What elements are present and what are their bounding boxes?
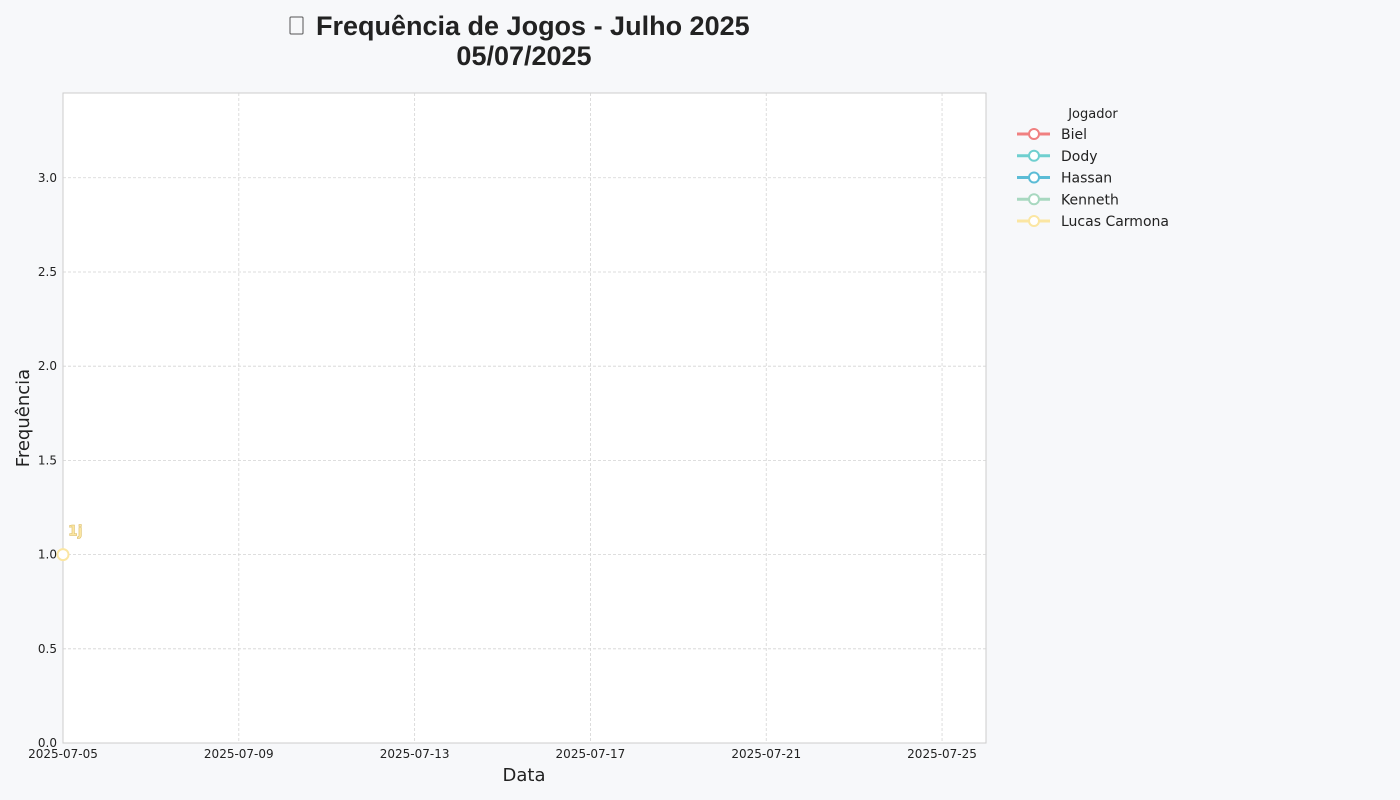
chart-title-line2: 05/07/2025 [456,41,591,71]
data-label: 1j [68,524,83,540]
x-axis-ticks: 2025-07-05 2025-07-09 2025-07-13 2025-07-17… [28,747,977,761]
legend-label: Kenneth [1061,192,1119,208]
legend-label: Dody [1061,149,1098,165]
x-tick-label: 2025-07-21 [731,747,801,761]
x-tick-label: 2025-07-25 [907,747,977,761]
series-layer: 1j [56,523,83,562]
chart-title: Frequência de Jogos - Julho 2025 05/07/2… [289,11,750,71]
plot-area [62,92,987,744]
legend-label: Biel [1061,127,1087,143]
grid [63,93,986,743]
legend-title: Jogador [1067,107,1118,122]
x-tick-label: 2025-07-09 [204,747,274,761]
legend-swatch-marker [1028,171,1040,184]
y-tick-label: 1.5 [38,453,57,467]
x-tick-label: 2025-07-17 [556,747,626,761]
x-tick-label: 2025-07-05 [28,747,98,761]
legend-swatch-marker [1028,193,1040,206]
y-tick-label: 3.0 [38,171,57,185]
y-tick-label: 1.0 [38,548,57,562]
legend-label: Lucas Carmona [1061,214,1169,230]
legend-item: Biel [1017,127,1087,143]
legend-swatch-marker [1028,149,1040,162]
y-tick-label: 2.0 [38,359,57,373]
legend-item: Kenneth [1017,192,1119,208]
legend-item: Lucas Carmona [1017,214,1169,230]
y-axis-ticks: 0.0 0.5 1.0 1.5 2.0 2.5 3.0 [38,171,57,750]
legend-swatch-marker [1028,215,1040,227]
y-axis-label: Frequência [13,369,34,467]
legend-swatch-marker [1028,128,1040,140]
y-tick-label: 0.0 [38,736,57,750]
x-tick-label: 2025-07-13 [380,747,450,761]
legend-item: Dody [1017,149,1098,165]
x-axis-label: Data [503,765,546,786]
legend-label: Hassan [1061,171,1112,187]
y-tick-label: 0.5 [38,642,57,656]
legend: Jogador Biel Dody Hassan Kenneth Lucas Carmo… [1017,107,1169,230]
chart-title-line1: Frequência de Jogos - Julho 2025 [316,11,750,41]
data-point [56,548,70,562]
chart-icon [289,16,304,35]
y-tick-label: 2.5 [38,265,57,279]
legend-item: Hassan [1017,171,1112,187]
